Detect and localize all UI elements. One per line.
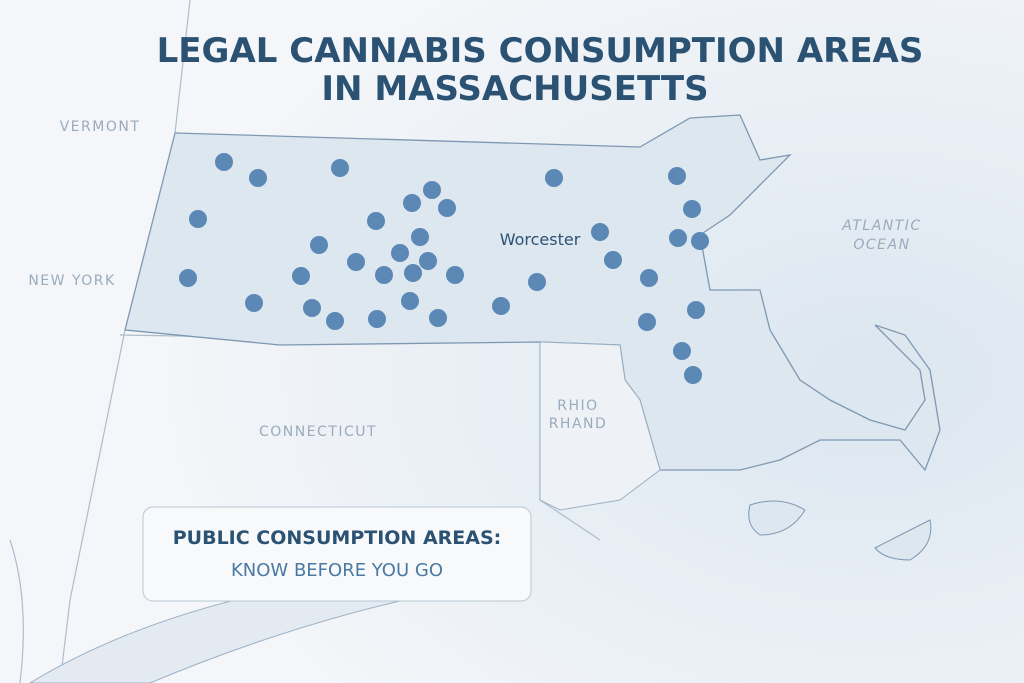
area-marker [446, 266, 464, 284]
area-marker [691, 232, 709, 250]
area-marker [429, 309, 447, 327]
area-marker [249, 169, 267, 187]
area-marker [683, 200, 701, 218]
area-marker [687, 301, 705, 319]
callout-heading: PUBLIC CONSUMPTION AREAS: [173, 527, 502, 549]
marthas-vineyard [748, 500, 806, 536]
area-marker [411, 228, 429, 246]
area-marker [668, 167, 686, 185]
area-marker [591, 223, 609, 241]
state-label: RHAND [549, 416, 608, 432]
area-marker [189, 210, 207, 228]
area-marker [303, 299, 321, 317]
area-marker [640, 269, 658, 287]
area-marker [684, 366, 702, 384]
nantucket [874, 519, 932, 561]
area-marker [375, 266, 393, 284]
title-line: LEGAL CANNABIS CONSUMPTION AREAS [157, 31, 924, 71]
state-label: VERMONT [60, 119, 141, 135]
consumption-areas [179, 153, 709, 384]
area-marker [326, 312, 344, 330]
area-marker [604, 251, 622, 269]
area-marker [403, 194, 421, 212]
state-label: RHIO [557, 398, 598, 414]
title-line: IN MASSACHUSETTS [321, 69, 708, 109]
ocean-label: ATLANTIC [841, 218, 921, 234]
area-marker [673, 342, 691, 360]
area-marker [245, 294, 263, 312]
state-label: CONNECTICUT [259, 424, 377, 440]
callout-subheading: KNOW BEFORE YOU GO [231, 560, 443, 581]
area-marker [347, 253, 365, 271]
area-marker [367, 212, 385, 230]
area-marker [215, 153, 233, 171]
area-marker [492, 297, 510, 315]
state-label: NEW YORK [28, 273, 115, 289]
area-marker [419, 252, 437, 270]
area-marker [669, 229, 687, 247]
area-marker [310, 236, 328, 254]
area-marker [423, 181, 441, 199]
area-marker [331, 159, 349, 177]
area-marker [292, 267, 310, 285]
area-marker [438, 199, 456, 217]
area-marker [179, 269, 197, 287]
rhode-island [539, 341, 661, 511]
area-marker [391, 244, 409, 262]
city-label: Worcester [500, 230, 581, 249]
area-marker [368, 310, 386, 328]
area-marker [545, 169, 563, 187]
area-marker [401, 292, 419, 310]
area-marker [404, 264, 422, 282]
callout-box [142, 506, 532, 602]
ocean-label: OCEAN [853, 237, 910, 253]
area-marker [638, 313, 656, 331]
area-marker [528, 273, 546, 291]
